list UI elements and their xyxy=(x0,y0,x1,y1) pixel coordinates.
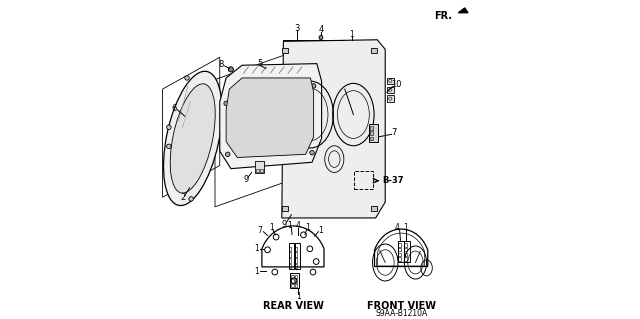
Bar xyxy=(295,252,297,257)
Ellipse shape xyxy=(170,84,215,193)
Text: 9: 9 xyxy=(243,175,248,184)
Bar xyxy=(290,273,299,288)
Polygon shape xyxy=(282,40,385,218)
Bar xyxy=(371,206,377,211)
Ellipse shape xyxy=(312,84,316,88)
Bar xyxy=(398,257,401,261)
Text: 9: 9 xyxy=(282,220,287,229)
Bar xyxy=(291,284,294,287)
Text: 1: 1 xyxy=(269,223,274,232)
Bar xyxy=(282,206,288,211)
Bar xyxy=(404,248,406,251)
Bar xyxy=(404,243,406,247)
Ellipse shape xyxy=(232,88,268,145)
Bar xyxy=(289,243,294,269)
Text: S9AA-B1210A: S9AA-B1210A xyxy=(375,309,428,318)
Bar xyxy=(295,258,297,263)
Text: 1: 1 xyxy=(296,292,301,301)
Bar xyxy=(295,279,298,283)
Text: B-37: B-37 xyxy=(383,176,404,185)
Ellipse shape xyxy=(189,197,193,201)
Bar xyxy=(255,161,264,174)
Ellipse shape xyxy=(163,71,222,205)
Text: 3: 3 xyxy=(294,24,300,33)
Text: FR.: FR. xyxy=(434,11,452,21)
Text: FRONT VIEW: FRONT VIEW xyxy=(367,301,436,311)
Ellipse shape xyxy=(166,125,171,130)
Text: 1: 1 xyxy=(254,267,259,276)
Text: 4: 4 xyxy=(395,223,399,232)
Bar xyxy=(295,264,297,268)
Polygon shape xyxy=(374,229,428,266)
Bar xyxy=(371,137,373,140)
Polygon shape xyxy=(262,226,324,267)
Bar xyxy=(371,131,373,135)
Ellipse shape xyxy=(224,101,228,106)
Bar xyxy=(387,95,394,102)
Text: 2: 2 xyxy=(180,193,185,202)
Polygon shape xyxy=(226,78,314,158)
Bar xyxy=(295,275,298,278)
Ellipse shape xyxy=(225,152,230,157)
Bar xyxy=(404,257,406,261)
Bar xyxy=(291,279,294,283)
Text: 10: 10 xyxy=(391,80,402,89)
Ellipse shape xyxy=(185,76,189,80)
Bar xyxy=(282,48,288,54)
Bar xyxy=(289,252,291,257)
Text: 1: 1 xyxy=(305,223,310,232)
Bar xyxy=(398,253,401,256)
Text: 4: 4 xyxy=(296,221,301,230)
Bar xyxy=(289,258,291,263)
Text: 8: 8 xyxy=(219,60,224,69)
Bar xyxy=(295,284,298,287)
Bar xyxy=(369,124,378,142)
Bar xyxy=(256,169,259,173)
Text: 7: 7 xyxy=(392,128,397,137)
Bar xyxy=(294,243,300,269)
Bar xyxy=(387,78,394,84)
Ellipse shape xyxy=(228,67,234,72)
Text: 7: 7 xyxy=(257,226,262,235)
Bar xyxy=(387,86,394,93)
Ellipse shape xyxy=(166,144,171,149)
Bar xyxy=(291,275,294,278)
Ellipse shape xyxy=(319,35,323,40)
Bar xyxy=(355,171,374,189)
Text: 1: 1 xyxy=(254,244,259,253)
Bar xyxy=(398,243,401,247)
Bar xyxy=(260,169,263,173)
Text: 1: 1 xyxy=(318,226,323,235)
Polygon shape xyxy=(458,8,468,13)
Bar xyxy=(289,264,291,268)
Bar xyxy=(398,248,401,251)
Text: 1: 1 xyxy=(403,223,408,232)
Bar xyxy=(398,241,404,262)
Bar xyxy=(404,253,406,256)
Bar xyxy=(371,48,377,54)
Text: 4: 4 xyxy=(318,25,324,34)
Bar xyxy=(295,247,297,251)
Text: 5: 5 xyxy=(257,58,262,68)
Bar xyxy=(404,241,410,262)
Bar xyxy=(289,247,291,251)
Text: REAR VIEW: REAR VIEW xyxy=(262,301,323,311)
Ellipse shape xyxy=(310,151,314,155)
Text: 6: 6 xyxy=(171,104,177,113)
Polygon shape xyxy=(220,63,321,169)
Bar xyxy=(371,126,373,130)
Text: 1: 1 xyxy=(287,221,292,230)
Text: 1: 1 xyxy=(349,30,354,39)
Ellipse shape xyxy=(277,89,309,143)
